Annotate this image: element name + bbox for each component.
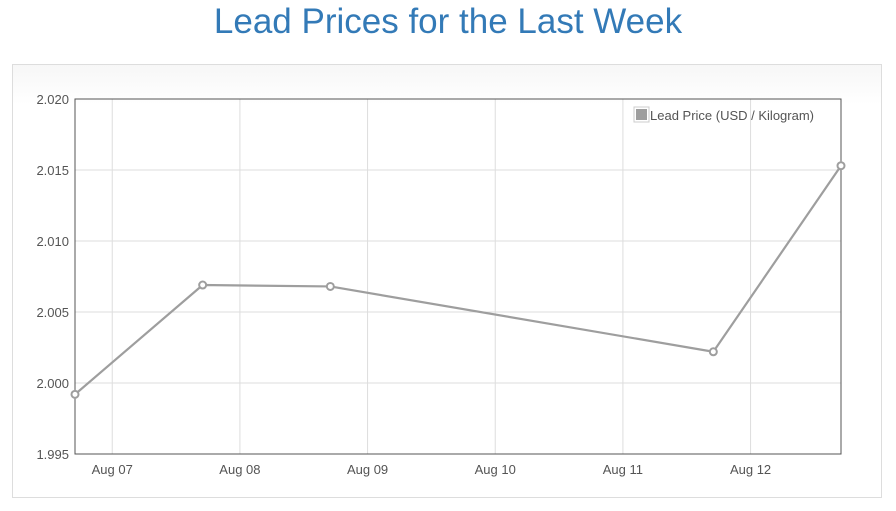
series-line — [74, 165, 842, 396]
plot-frame — [74, 98, 842, 455]
y-tick-label: 2.005 — [36, 305, 69, 320]
legend-label: Lead Price (USD / Kilogram) — [650, 108, 814, 123]
chart-panel — [12, 64, 882, 498]
y-tick-label: 1.995 — [36, 447, 69, 462]
legend: Lead Price (USD / Kilogram) — [633, 106, 814, 123]
data-point[interactable] — [198, 280, 208, 290]
y-tick-label: 2.000 — [36, 376, 69, 391]
data-point[interactable] — [325, 281, 335, 291]
x-tick-label: Aug 12 — [730, 462, 771, 477]
y-tick-label: 2.020 — [36, 92, 69, 107]
x-tick-label: Aug 11 — [603, 462, 643, 477]
data-point[interactable] — [708, 347, 718, 357]
y-tick-label: 2.015 — [36, 163, 69, 178]
grid — [75, 98, 841, 455]
x-tick-label: Aug 10 — [475, 462, 516, 477]
page-title: Lead Prices for the Last Week — [213, 2, 683, 41]
legend-swatch — [636, 109, 647, 120]
x-tick-label: Aug 07 — [92, 462, 133, 477]
x-axis-ticks: Aug 07 Aug 08 Aug 09 Aug 10 Aug 11 Aug 12 — [92, 462, 772, 477]
x-tick-label: Aug 08 — [219, 462, 260, 477]
data-point[interactable] — [70, 389, 80, 399]
series-layer — [70, 161, 846, 399]
x-tick-label: Aug 09 — [347, 462, 388, 477]
data-point[interactable] — [836, 161, 846, 171]
y-axis-ticks: 2.020 2.015 2.010 2.005 2.000 1.995 — [36, 92, 69, 462]
y-tick-label: 2.010 — [36, 234, 69, 249]
